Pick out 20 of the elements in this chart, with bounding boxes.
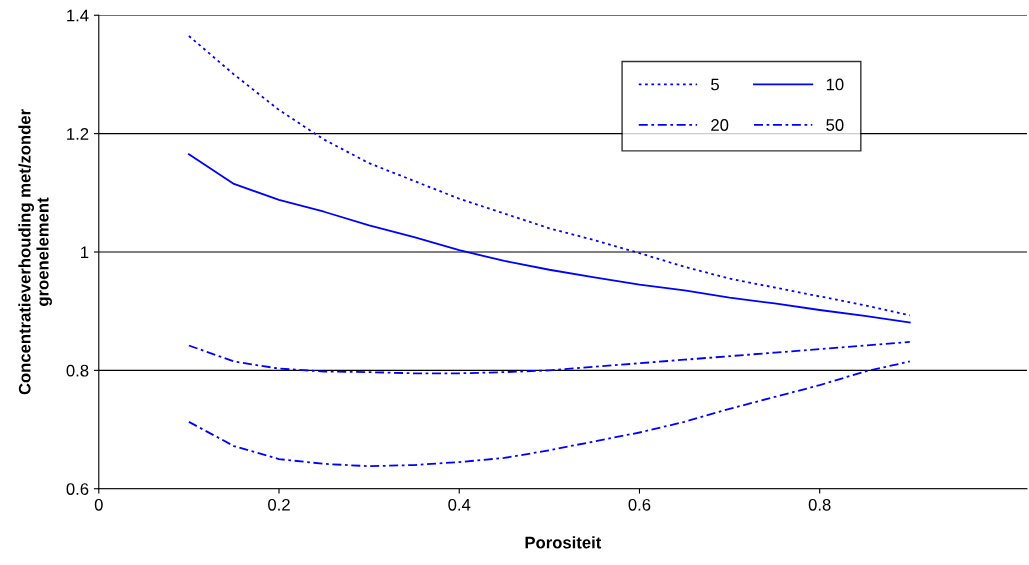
y-tick-label: 1 xyxy=(81,246,89,259)
x-tick-label: 0.8 xyxy=(808,498,831,511)
line-series xyxy=(187,153,911,324)
y-tick-label: 0.8 xyxy=(66,364,89,377)
y-tick-label: 1.2 xyxy=(67,128,89,140)
line-series xyxy=(187,341,911,375)
x-tick-label: 0.6 xyxy=(628,498,651,511)
x-tick-label: 0 xyxy=(94,498,103,511)
legend-label: 50 xyxy=(826,119,844,131)
line-series xyxy=(187,360,911,468)
y-tick-label: 1.4 xyxy=(67,9,89,22)
legend-label: 20 xyxy=(711,119,729,131)
x-tick-label: 0.2 xyxy=(268,498,290,511)
legend-label: 5 xyxy=(711,78,719,91)
legend-label: 10 xyxy=(826,78,844,91)
x-tick-label: 0.4 xyxy=(448,498,471,511)
x-axis-title: Porositeit xyxy=(525,536,602,549)
y-axis-title: Concentratieverhouding met/zonder groenelement xyxy=(18,109,53,395)
y-tick-label: 0.6 xyxy=(66,483,89,495)
line-series xyxy=(187,35,911,317)
